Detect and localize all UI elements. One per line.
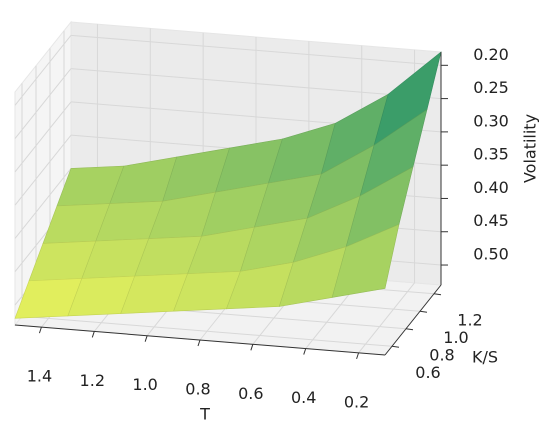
x-tick-label: 0.2 bbox=[344, 392, 369, 411]
x-tick bbox=[356, 352, 360, 360]
grid-line bbox=[14, 35, 72, 106]
x-tick bbox=[91, 331, 95, 338]
x-tick bbox=[38, 326, 42, 334]
x-axis bbox=[14, 324, 386, 356]
grid-line bbox=[14, 168, 72, 239]
x-tick-label: 0.8 bbox=[185, 380, 210, 399]
y-axis bbox=[384, 284, 442, 356]
z-tick-label: 0.50 bbox=[473, 245, 509, 264]
y-axis-label: K/S bbox=[472, 348, 498, 367]
y-tick bbox=[405, 328, 414, 331]
z-tick-label: 0.45 bbox=[473, 211, 509, 230]
x-tick bbox=[250, 344, 254, 351]
x-tick-label: 1.0 bbox=[132, 375, 157, 394]
z-tick-label: 0.35 bbox=[473, 145, 509, 164]
x-tick bbox=[144, 335, 148, 342]
axes: 1.4 1.2 1.0 0.8 0.6 0.4 0.20.60.81.01.20.200.2… bbox=[14, 45, 540, 424]
grid-line bbox=[70, 68, 442, 100]
z-tick-label: 0.40 bbox=[473, 178, 509, 197]
grid-line bbox=[14, 68, 72, 139]
y-tick-label: 0.8 bbox=[429, 345, 454, 364]
x-axis-label: T bbox=[199, 405, 210, 424]
y-tick bbox=[433, 293, 442, 296]
x-tick bbox=[197, 339, 201, 347]
z-axis-label: Volatility bbox=[521, 114, 540, 183]
grid-line bbox=[70, 34, 442, 66]
y-tick-label: 1.2 bbox=[457, 310, 482, 329]
grid-line bbox=[358, 282, 415, 354]
x-tick-label: 1.2 bbox=[80, 371, 105, 390]
grid-line bbox=[14, 134, 72, 206]
x-tick-label: 1.4 bbox=[27, 367, 52, 386]
y-tick bbox=[419, 310, 428, 313]
y-tick-label: 0.6 bbox=[415, 363, 440, 382]
grid-line bbox=[21, 315, 393, 347]
z-tick-label: 0.25 bbox=[473, 78, 509, 97]
y-tick-label: 1.0 bbox=[443, 328, 468, 347]
x-tick-label: 0.4 bbox=[291, 388, 316, 407]
surface-patch bbox=[331, 223, 400, 298]
z-tick-label: 0.20 bbox=[473, 45, 509, 64]
x-tick-label: 0.6 bbox=[238, 384, 263, 403]
z-tick-label: 0.30 bbox=[473, 111, 509, 130]
y-tick bbox=[391, 345, 400, 348]
x-tick bbox=[303, 348, 307, 355]
grid-line bbox=[14, 101, 72, 173]
surface bbox=[14, 51, 442, 319]
